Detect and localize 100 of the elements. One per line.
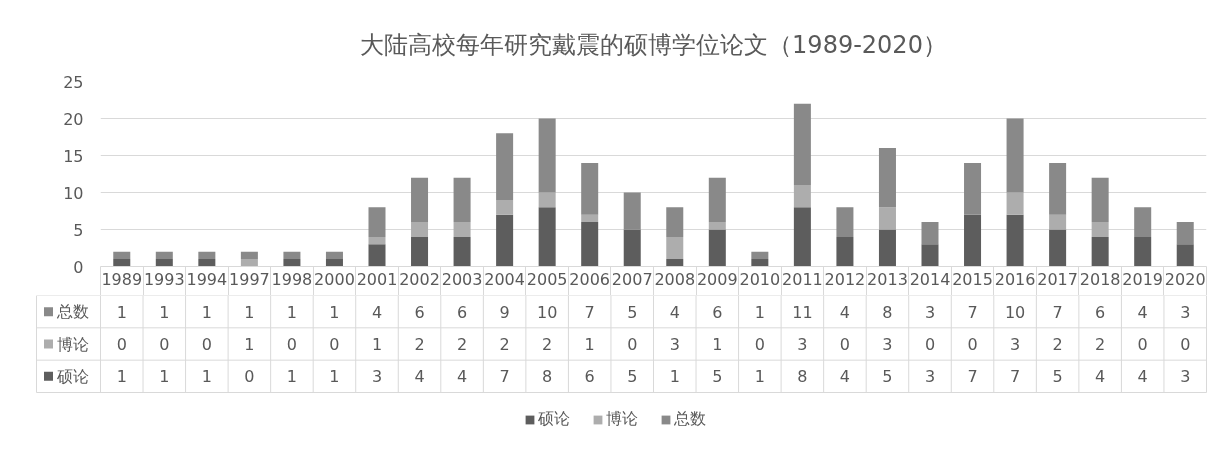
data-label: 1 — [584, 335, 595, 354]
bar — [666, 236, 684, 260]
x-tick-label: 2019 — [1122, 269, 1164, 289]
text: 总数 — [674, 409, 706, 428]
data-label: 0 — [159, 335, 170, 354]
data-label: 5 — [882, 367, 893, 387]
data-label: 4 — [1137, 367, 1148, 387]
data-label: 0 — [1137, 335, 1148, 354]
bar — [1049, 229, 1067, 267]
data-label: 5 — [627, 302, 638, 322]
bar — [325, 259, 343, 267]
x-tick-label: 2014 — [909, 269, 951, 289]
data-label: 3 — [1180, 367, 1191, 387]
data-label: 0 — [967, 335, 978, 354]
data-label: 4 — [1137, 302, 1148, 322]
x-tick-label: 2004 — [484, 269, 525, 289]
data-label: 0 — [839, 335, 851, 354]
bar — [411, 236, 429, 267]
bar — [411, 177, 429, 223]
bar — [964, 214, 982, 267]
bar — [878, 148, 896, 208]
bar — [666, 259, 684, 267]
bar — [793, 207, 811, 267]
bar — [623, 192, 641, 230]
bar — [496, 199, 514, 215]
data-label: 3 — [924, 367, 936, 387]
data-label: 2 — [1095, 335, 1106, 354]
bar — [198, 251, 216, 260]
data-label: 5 — [712, 367, 723, 387]
data-label: 4 — [1095, 367, 1106, 387]
data-label: 0 — [627, 335, 638, 354]
x-tick-label: 2003 — [441, 269, 483, 289]
data-label: 1 — [286, 367, 298, 387]
x-tick-label: 1993 — [143, 269, 185, 289]
data-label: 1 — [669, 367, 680, 387]
bar — [155, 251, 173, 260]
bar — [708, 229, 726, 267]
x-tick-label: 2008 — [654, 269, 696, 289]
data-label: 7 — [967, 367, 978, 387]
bar — [1176, 222, 1194, 245]
x-tick-label: 2017 — [1037, 269, 1078, 289]
bar — [1091, 236, 1109, 267]
data-label: 3 — [924, 302, 936, 322]
x-tick-label: 2007 — [611, 269, 653, 289]
data-label: 0 — [1180, 335, 1191, 354]
data-label: 5 — [1052, 367, 1063, 387]
data-label: 8 — [542, 367, 553, 387]
bar — [325, 251, 343, 260]
bar — [793, 103, 811, 186]
data-label: 5 — [627, 367, 638, 387]
data-label: 3 — [1180, 302, 1191, 322]
bar — [113, 259, 131, 267]
bar — [581, 222, 599, 267]
data-label: 3 — [669, 335, 680, 354]
bar — [1091, 177, 1109, 223]
text: 硕论 — [538, 409, 570, 428]
bar — [666, 207, 684, 237]
data-label: 4 — [414, 367, 425, 387]
bar — [836, 207, 854, 237]
data-label: 4 — [371, 302, 383, 322]
bar — [921, 222, 939, 245]
bar — [1134, 207, 1152, 237]
data-label: 3 — [1009, 335, 1021, 354]
bar — [198, 259, 216, 267]
bar — [751, 251, 769, 260]
bar — [708, 177, 726, 223]
y-tick-label: 15 — [63, 146, 84, 166]
data-label: 4 — [456, 367, 468, 387]
legend-label: 博论 — [606, 409, 638, 430]
data-label: 1 — [201, 367, 212, 387]
data-label: 1 — [159, 302, 170, 322]
data-label: 1 — [329, 302, 340, 322]
bar — [878, 229, 896, 267]
bar — [1006, 192, 1024, 215]
bar — [1006, 118, 1024, 193]
data-label: 2 — [1052, 335, 1063, 354]
bar — [411, 222, 429, 237]
bar — [368, 244, 386, 267]
data-label: 1 — [159, 367, 170, 387]
data-label: 0 — [116, 335, 127, 354]
x-tick-label: 1997 — [229, 269, 270, 289]
x-tick-label: 2002 — [399, 269, 440, 289]
bar — [1049, 214, 1067, 230]
bar — [453, 177, 471, 223]
data-label: 2 — [414, 335, 425, 354]
x-tick-label: 2006 — [569, 269, 611, 289]
data-label: 1 — [286, 302, 298, 322]
bar — [1134, 236, 1152, 267]
bar — [368, 236, 386, 245]
data-label: 1 — [116, 367, 127, 387]
data-label: 1 — [116, 302, 127, 322]
bar — [623, 229, 641, 267]
bar — [453, 222, 471, 237]
x-tick-label: 2000 — [314, 269, 355, 289]
bar — [1176, 244, 1194, 267]
data-label: 3 — [797, 335, 808, 354]
data-label: 8 — [797, 367, 808, 387]
chart-title: 大陆高校每年研究戴震的硕博学位论文（1989-2020） — [360, 30, 947, 59]
data-label: 1 — [754, 302, 765, 322]
bar — [581, 162, 599, 215]
